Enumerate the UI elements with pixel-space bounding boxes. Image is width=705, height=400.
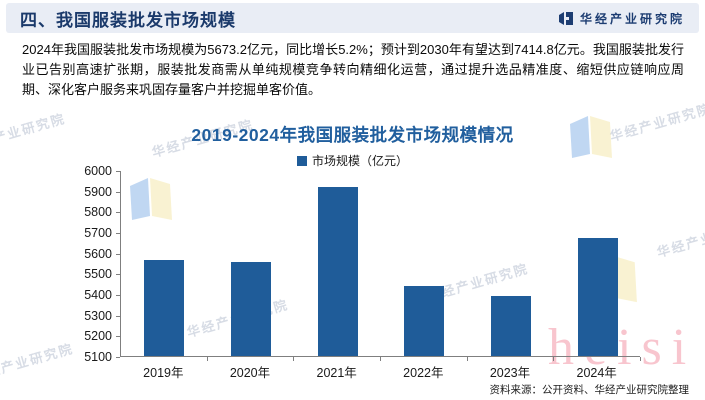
x-tick-mark (466, 357, 468, 361)
section-title: 四、我国服装批发市场规模 (20, 10, 236, 30)
y-tick-mark (116, 274, 120, 276)
bar-2020年 (231, 262, 271, 356)
x-tick-label: 2024年 (576, 366, 617, 380)
header-bar: 四、我国服装批发市场规模 华经产业研究院 (6, 3, 699, 33)
y-tick-mark (116, 191, 120, 193)
huajing-logo-icon (558, 11, 573, 25)
legend-label: 市场规模（亿元） (311, 154, 408, 168)
bar-2023年 (491, 295, 531, 356)
y-tick-label: 5100 (84, 350, 112, 364)
bar-2019年 (144, 259, 185, 356)
x-tick-label: 2019年 (143, 366, 184, 380)
y-tick-mark (116, 357, 120, 358)
x-tick-label: 2023年 (489, 366, 531, 380)
bar-2021年 (317, 186, 358, 356)
y-tick-label: 5200 (84, 329, 112, 344)
y-tick-label: 5600 (84, 246, 112, 261)
y-tick-mark (116, 253, 120, 255)
brand-watermark-text: 华经产业研究院 (655, 216, 705, 261)
bar-2024年 (577, 237, 618, 356)
y-tick-mark (116, 233, 120, 234)
y-tick-label: 5500 (84, 267, 112, 282)
x-tick-label: 2022年 (403, 366, 444, 380)
x-tick-mark (553, 357, 555, 361)
x-tick-label: 2021年 (316, 366, 357, 380)
y-tick-label: 6000 (84, 164, 112, 178)
brand-logo: 华经产业研究院 (558, 10, 685, 27)
y-tick-mark (116, 171, 120, 172)
x-tick-mark (293, 357, 295, 361)
legend-swatch-icon (296, 155, 307, 166)
y-tick-mark (116, 212, 120, 214)
x-tick-mark (380, 357, 381, 361)
x-tick-mark (206, 357, 208, 361)
y-tick-mark (116, 315, 120, 317)
source-note: 资料来源：公开资料、华经产业研究院整理 (489, 384, 690, 396)
bar-2022年 (404, 286, 445, 356)
y-tick-mark (116, 336, 120, 338)
y-tick-label: 5800 (84, 205, 112, 220)
plot-area (120, 171, 640, 357)
x-tick-label: 2020年 (229, 366, 271, 380)
x-tick-mark (640, 357, 641, 361)
chart-legend: 市场规模（亿元） (0, 152, 705, 169)
y-tick-label: 5700 (84, 226, 112, 240)
y-tick-mark (116, 295, 120, 296)
brand-name: 华经产业研究院 (579, 11, 685, 26)
intro-paragraph: 2024年我国服装批发市场规模为5673.2亿元，同比增长5.2%；预计到203… (22, 42, 684, 98)
y-tick-label: 5300 (84, 308, 112, 323)
y-tick-label: 5400 (84, 288, 112, 302)
y-tick-label: 5900 (84, 184, 112, 199)
chart-title: 2019-2024年我国服装批发市场规模情况 (191, 125, 514, 145)
